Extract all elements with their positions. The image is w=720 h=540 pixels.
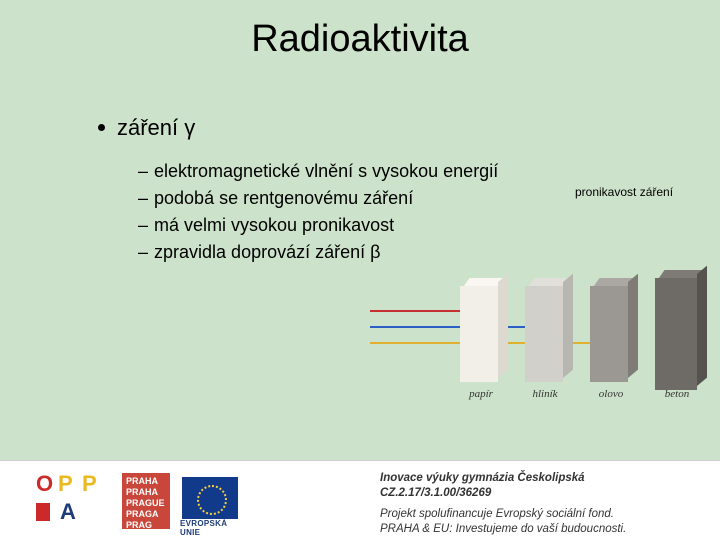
footer-project-title: Inovace výuky gymnázia Českolipská (380, 471, 626, 486)
eu-logo: EVROPSKÁ UNIE (182, 473, 238, 519)
oppa-logo: OPP A (36, 473, 110, 529)
footer-project-code: CZ.2.17/3.1.00/36269 (380, 486, 626, 501)
material-label: olovo (586, 388, 636, 400)
footer-funding-2: PRAHA & EU: Investujeme do vaší budoucno… (380, 522, 626, 537)
bullet-dot-icon (98, 124, 105, 131)
material-slab-concrete (655, 270, 701, 370)
list-item: –elektromagnetické vlnění s vysokou ener… (138, 158, 498, 185)
praha-logo: PRAHA PRAHA PRAGUE PRAGA PRAG (122, 473, 170, 529)
list-item-text: má velmi vysokou pronikavost (154, 215, 394, 235)
footer-text: Inovace výuky gymnázia Českolipská CZ.2.… (380, 471, 626, 537)
list-item-text: elektromagnetické vlnění s vysokou energ… (154, 161, 498, 181)
bullet-main-text: záření γ (117, 115, 195, 140)
list-item: –podobá se rentgenovému záření (138, 185, 498, 212)
bullet-main: záření γ (98, 115, 195, 141)
page-title: Radioaktivita (0, 0, 720, 61)
list-item: –má velmi vysokou pronikavost (138, 212, 498, 239)
list-item-text: podobá se rentgenovému záření (154, 188, 413, 208)
material-label: hliník (520, 388, 570, 400)
list-item-text: zpravidla doprovází záření β (154, 242, 380, 262)
penetration-diagram: α β γ papír hliník olovo beton (370, 270, 710, 410)
material-slab-paper (460, 278, 506, 378)
material-slab-lead (590, 278, 636, 378)
footer: OPP A PRAHA PRAHA PRAGUE PRAGA PRAG EVRO… (0, 460, 720, 540)
material-slab-aluminium (525, 278, 571, 378)
eu-label: EVROPSKÁ UNIE (180, 519, 238, 537)
footer-funding-1: Projekt spolufinancuje Evropský sociální… (380, 507, 626, 522)
list-item: –zpravidla doprovází záření β (138, 239, 498, 266)
sub-list: –elektromagnetické vlnění s vysokou ener… (138, 158, 498, 266)
eu-flag-icon (182, 477, 238, 519)
material-label: papír (456, 388, 506, 400)
diagram-caption: pronikavost záření (575, 185, 673, 199)
footer-logos: OPP A PRAHA PRAHA PRAGUE PRAGA PRAG EVRO… (36, 473, 238, 529)
material-label: beton (652, 388, 702, 400)
